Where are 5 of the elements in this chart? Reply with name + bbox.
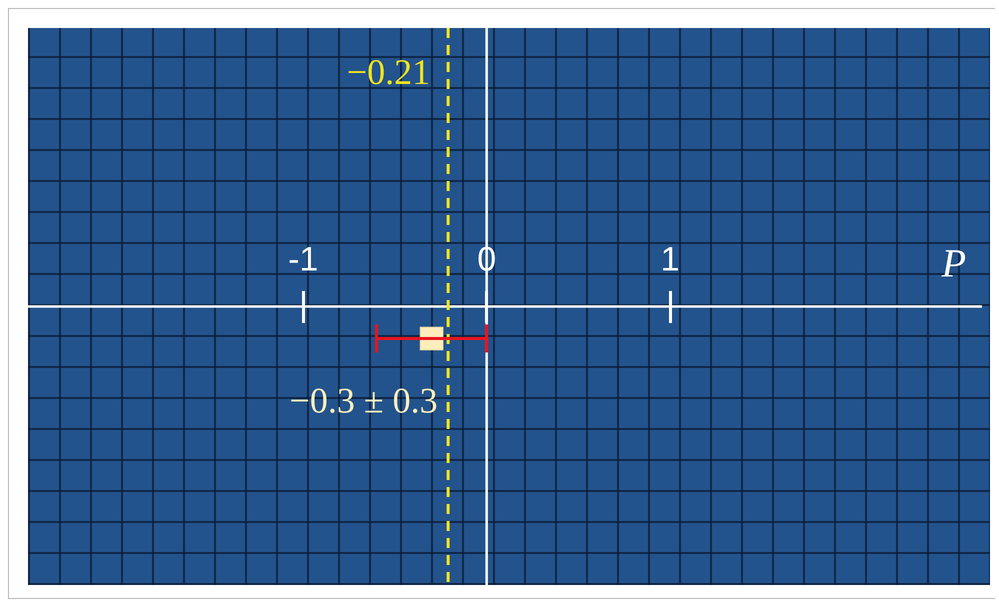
ref-line-label: −0.21	[346, 52, 430, 92]
x-tick-label: 1	[660, 240, 680, 278]
x-axis-title: P	[940, 240, 966, 286]
x-tick-label: -1	[288, 240, 318, 278]
annotation: −0.3 ± 0.3	[290, 380, 438, 421]
